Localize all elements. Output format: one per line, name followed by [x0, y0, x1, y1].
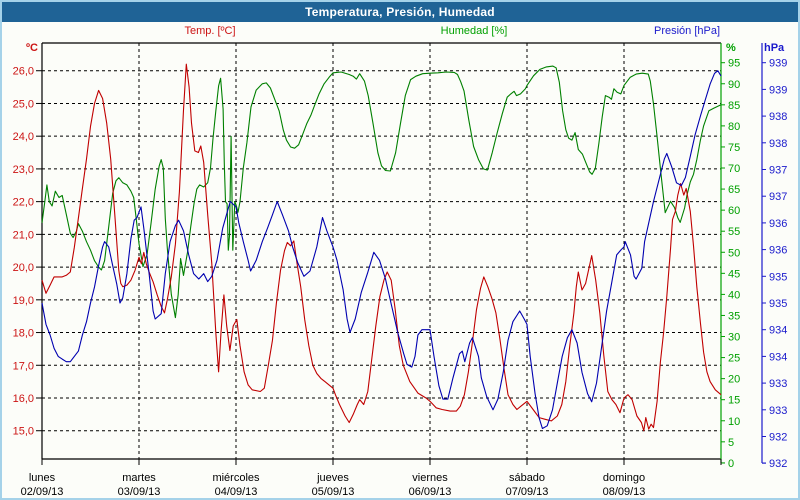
svg-text:16,0: 16,0: [13, 393, 34, 405]
day-date: 07/09/13: [506, 486, 549, 498]
svg-text:18,0: 18,0: [13, 328, 34, 340]
svg-text:80: 80: [728, 121, 740, 133]
svg-text:55: 55: [728, 226, 740, 238]
svg-text:937: 937: [769, 191, 787, 203]
title-bar[interactable]: Temperatura, Presión, Humedad: [2, 2, 798, 22]
svg-text:25,0: 25,0: [13, 98, 34, 110]
svg-text:936: 936: [769, 245, 787, 257]
day-date: 04/09/13: [215, 486, 258, 498]
window-title: Temperatura, Presión, Humedad: [305, 5, 495, 19]
svg-text:35: 35: [728, 310, 740, 322]
svg-text:932: 932: [769, 432, 787, 444]
svg-text:938: 938: [769, 138, 787, 150]
temperature-axis-unit: ºC: [26, 42, 38, 54]
svg-text:938: 938: [769, 111, 787, 123]
svg-text:24,0: 24,0: [13, 131, 34, 143]
svg-text:45: 45: [728, 268, 740, 280]
svg-text:60: 60: [728, 205, 740, 217]
pressure-axis-unit: hPa: [764, 42, 785, 54]
svg-text:50: 50: [728, 247, 740, 259]
day-date: 06/09/13: [409, 486, 452, 498]
svg-text:939: 939: [769, 58, 787, 70]
svg-text:936: 936: [769, 218, 787, 230]
series-temperature: [41, 63, 722, 432]
gridlines: [42, 43, 721, 459]
day-name: martes: [122, 472, 156, 484]
day-name: viernes: [412, 472, 448, 484]
svg-text:65: 65: [728, 184, 740, 196]
svg-text:15,0: 15,0: [13, 426, 34, 438]
svg-text:10: 10: [728, 416, 740, 428]
svg-text:90: 90: [728, 79, 740, 91]
svg-text:937: 937: [769, 165, 787, 177]
x-axis-days: lunes 02/09/13 martes 03/09/13 miércoles 04/0…: [21, 459, 722, 498]
pressure-axis: 939 939 938 938 937 937 936 936 935 935 934 934 933 9…: [761, 43, 787, 470]
day-date: 02/09/13: [21, 486, 64, 498]
svg-text:5: 5: [728, 437, 734, 449]
svg-text:934: 934: [769, 351, 787, 363]
day-name: domingo: [603, 472, 645, 484]
day-date: 05/09/13: [312, 486, 355, 498]
svg-text:70: 70: [728, 163, 740, 175]
svg-text:20: 20: [728, 374, 740, 386]
day-name: miércoles: [212, 472, 260, 484]
svg-text:19,0: 19,0: [13, 295, 34, 307]
day-date: 03/09/13: [118, 486, 161, 498]
legend-temperature-label: Temp. [ºC]: [184, 25, 236, 37]
svg-text:40: 40: [728, 289, 740, 301]
series-pressure: [41, 70, 722, 430]
svg-text:25: 25: [728, 353, 740, 365]
svg-text:30: 30: [728, 332, 740, 344]
svg-text:22,0: 22,0: [13, 197, 34, 209]
plot-frame: [41, 42, 721, 460]
svg-text:85: 85: [728, 100, 740, 112]
humidity-axis-unit: %: [726, 42, 736, 54]
svg-text:935: 935: [769, 298, 787, 310]
series-humidity: [41, 65, 722, 319]
svg-text:15: 15: [728, 395, 740, 407]
svg-text:21,0: 21,0: [13, 229, 34, 241]
day-name: sábado: [509, 472, 545, 484]
svg-text:935: 935: [769, 271, 787, 283]
temperature-axis: 26,0 25,0 24,0 23,0 22,0 21,0 20,0 19,0 18,0 17,0…: [13, 66, 42, 438]
svg-text:75: 75: [728, 142, 740, 154]
legend-pressure-label: Presión [hPa]: [653, 25, 721, 37]
day-name: lunes: [29, 472, 56, 484]
svg-text:0: 0: [728, 458, 734, 470]
day-date: 08/09/13: [603, 486, 646, 498]
svg-text:20,0: 20,0: [13, 262, 34, 274]
svg-text:23,0: 23,0: [13, 164, 34, 176]
legend-humidity-label: Humedad [%]: [440, 25, 508, 37]
svg-text:934: 934: [769, 325, 787, 337]
svg-text:26,0: 26,0: [13, 66, 34, 78]
svg-text:933: 933: [769, 405, 787, 417]
svg-text:95: 95: [728, 58, 740, 70]
svg-text:932: 932: [769, 458, 787, 470]
svg-text:933: 933: [769, 378, 787, 390]
day-name: jueves: [316, 472, 349, 484]
svg-text:939: 939: [769, 84, 787, 96]
svg-text:17,0: 17,0: [13, 360, 34, 372]
